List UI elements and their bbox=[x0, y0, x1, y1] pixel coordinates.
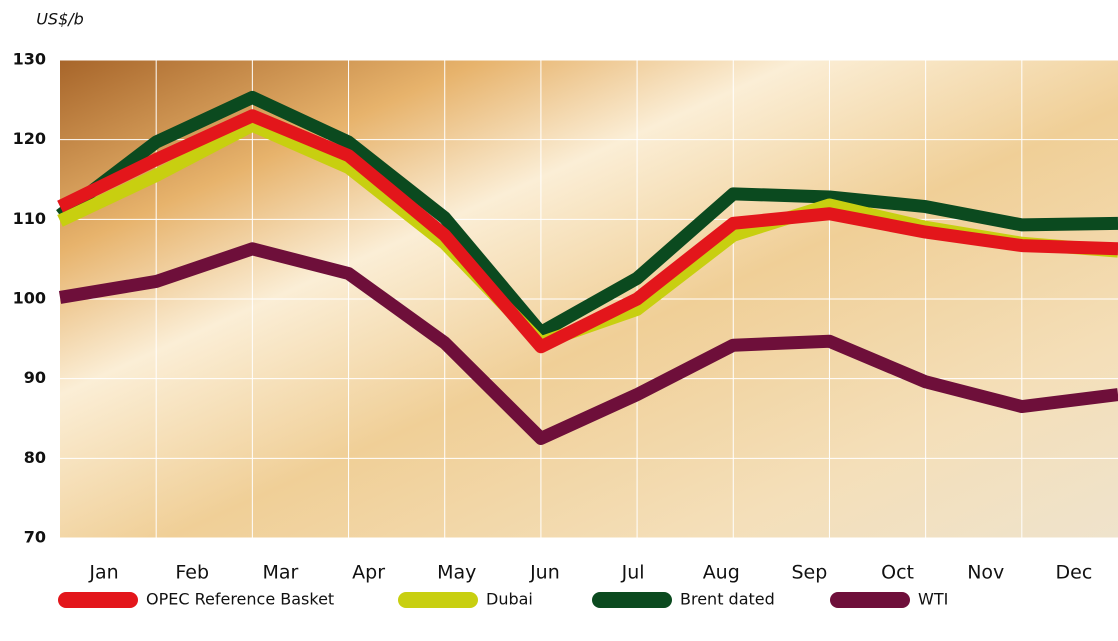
x-tick-label: Sep bbox=[792, 562, 828, 584]
line-series bbox=[56, 90, 1118, 339]
x-tick-label: Jul bbox=[621, 562, 645, 584]
x-tick-label: Mar bbox=[262, 562, 298, 584]
y-axis-label: US$/b bbox=[36, 10, 84, 29]
y-tick-label: 90 bbox=[24, 368, 46, 387]
x-tick-label: Oct bbox=[881, 562, 914, 584]
y-tick-label: 110 bbox=[13, 209, 46, 228]
x-tick-label: Apr bbox=[352, 562, 385, 584]
x-tick-label: Feb bbox=[175, 562, 209, 584]
y-tick-label: 80 bbox=[24, 448, 46, 467]
y-tick-label: 120 bbox=[13, 129, 46, 148]
y-tick-label: 70 bbox=[24, 528, 46, 547]
x-tick-label: Aug bbox=[703, 562, 740, 584]
legend-label: OPEC Reference Basket bbox=[146, 590, 334, 609]
legend-label: Dubai bbox=[486, 590, 533, 609]
x-tick-label: Dec bbox=[1056, 562, 1093, 584]
x-tick-label: Nov bbox=[967, 562, 1004, 584]
x-tick-label: Jun bbox=[529, 562, 560, 584]
legend-label: Brent dated bbox=[680, 590, 775, 609]
legend-label: WTI bbox=[918, 590, 948, 609]
x-tick-label: May bbox=[437, 562, 476, 584]
line-series bbox=[57, 109, 1118, 354]
x-tick-label: Jan bbox=[88, 562, 118, 584]
y-tick-label: 100 bbox=[13, 289, 46, 308]
y-tick-label: 130 bbox=[13, 50, 46, 69]
line-series bbox=[58, 242, 1118, 445]
